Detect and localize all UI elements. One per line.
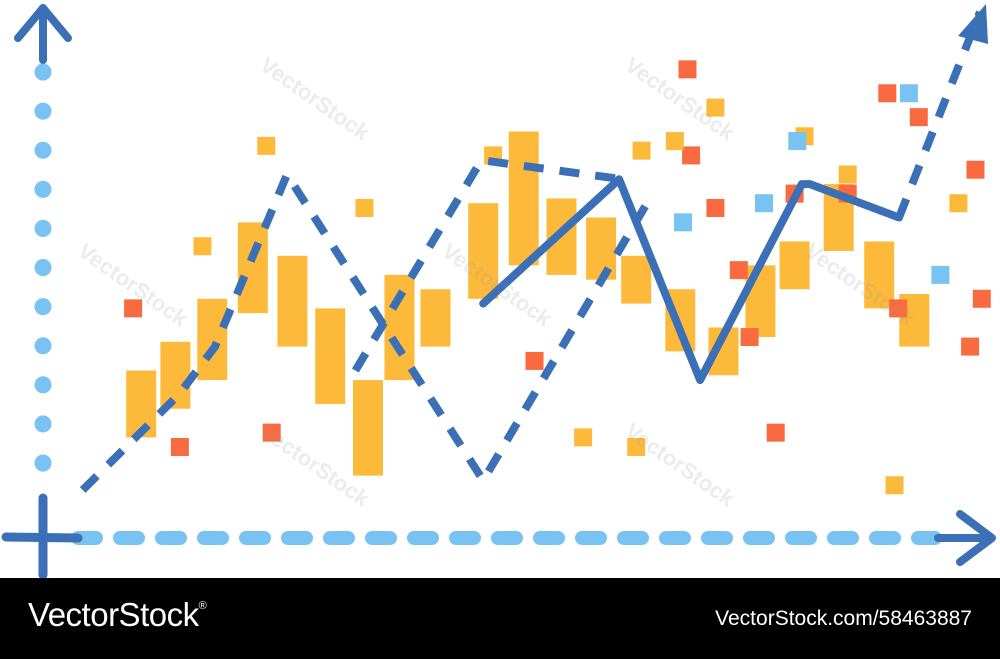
yellow-square-point bbox=[627, 437, 646, 456]
footer-bar: VectorStock® VectorStock.com/58463887 bbox=[0, 578, 1000, 659]
yellow-square-point bbox=[193, 237, 212, 256]
red-square-point bbox=[262, 423, 281, 442]
brand-name: VectorStock bbox=[28, 596, 199, 633]
yellow-square-point bbox=[257, 136, 276, 155]
blue-square-point bbox=[899, 84, 918, 103]
yellow-square-point bbox=[706, 98, 725, 117]
red-square-point bbox=[961, 337, 980, 356]
bar-13 bbox=[621, 255, 652, 304]
blue-square-point bbox=[788, 132, 807, 151]
yellow-square-point bbox=[665, 132, 684, 151]
red-square-point bbox=[525, 351, 544, 370]
axes-layer bbox=[1, 4, 996, 578]
yellow-square-point bbox=[838, 165, 857, 184]
arrow-up-right-icon bbox=[958, 4, 988, 44]
bar-8 bbox=[420, 289, 451, 347]
arrow-up-icon bbox=[14, 4, 72, 64]
blue-square-point bbox=[755, 194, 773, 213]
bar-6 bbox=[353, 380, 383, 476]
blue-square-point bbox=[931, 265, 950, 284]
red-square-point bbox=[729, 261, 748, 280]
yellow-square-point bbox=[574, 428, 593, 447]
lines-layer bbox=[79, 10, 984, 493]
yellow-square-point bbox=[885, 476, 904, 495]
bar-0 bbox=[126, 370, 157, 438]
yellow-square-point bbox=[355, 198, 374, 217]
trend-line-0 bbox=[79, 170, 651, 493]
trend-line-1 bbox=[351, 156, 624, 373]
bar-1 bbox=[160, 341, 191, 409]
bar-2 bbox=[197, 298, 228, 381]
trend-line-3 bbox=[895, 10, 984, 220]
registered-mark: ® bbox=[198, 600, 207, 612]
axis-origin-cross bbox=[1, 493, 83, 578]
red-square-point bbox=[682, 146, 701, 165]
red-square-point bbox=[766, 423, 785, 442]
blue-square-point bbox=[674, 213, 692, 232]
bar-9 bbox=[468, 203, 499, 299]
trend-line-2 bbox=[479, 175, 903, 385]
red-square-point bbox=[878, 84, 897, 103]
chart-svg bbox=[1, 4, 996, 578]
yellow-square-point bbox=[949, 194, 968, 213]
red-square-point bbox=[170, 437, 189, 456]
yellow-square-point bbox=[632, 141, 651, 160]
brand-logo[interactable]: VectorStock® bbox=[28, 596, 207, 634]
red-square-point bbox=[972, 289, 991, 308]
red-square-point bbox=[124, 299, 143, 318]
image-reference: VectorStock.com/58463887 bbox=[715, 607, 972, 630]
red-square-point bbox=[740, 328, 759, 347]
red-square-point bbox=[966, 160, 985, 179]
arrow-right-icon bbox=[934, 510, 996, 566]
bar-4 bbox=[277, 255, 308, 347]
bar-19 bbox=[864, 241, 895, 309]
red-square-point bbox=[909, 108, 928, 127]
bar-17 bbox=[779, 241, 810, 290]
bar-12 bbox=[586, 217, 617, 280]
bar-10 bbox=[508, 131, 539, 266]
chart-area: VectorStock VectorStock VectorStock Vect… bbox=[1, 4, 996, 578]
scatter-layer bbox=[124, 60, 991, 495]
red-square-point bbox=[678, 60, 697, 79]
bar-5 bbox=[315, 308, 346, 404]
red-square-point bbox=[889, 299, 908, 318]
red-square-point bbox=[706, 198, 725, 217]
bar-3 bbox=[237, 222, 268, 314]
